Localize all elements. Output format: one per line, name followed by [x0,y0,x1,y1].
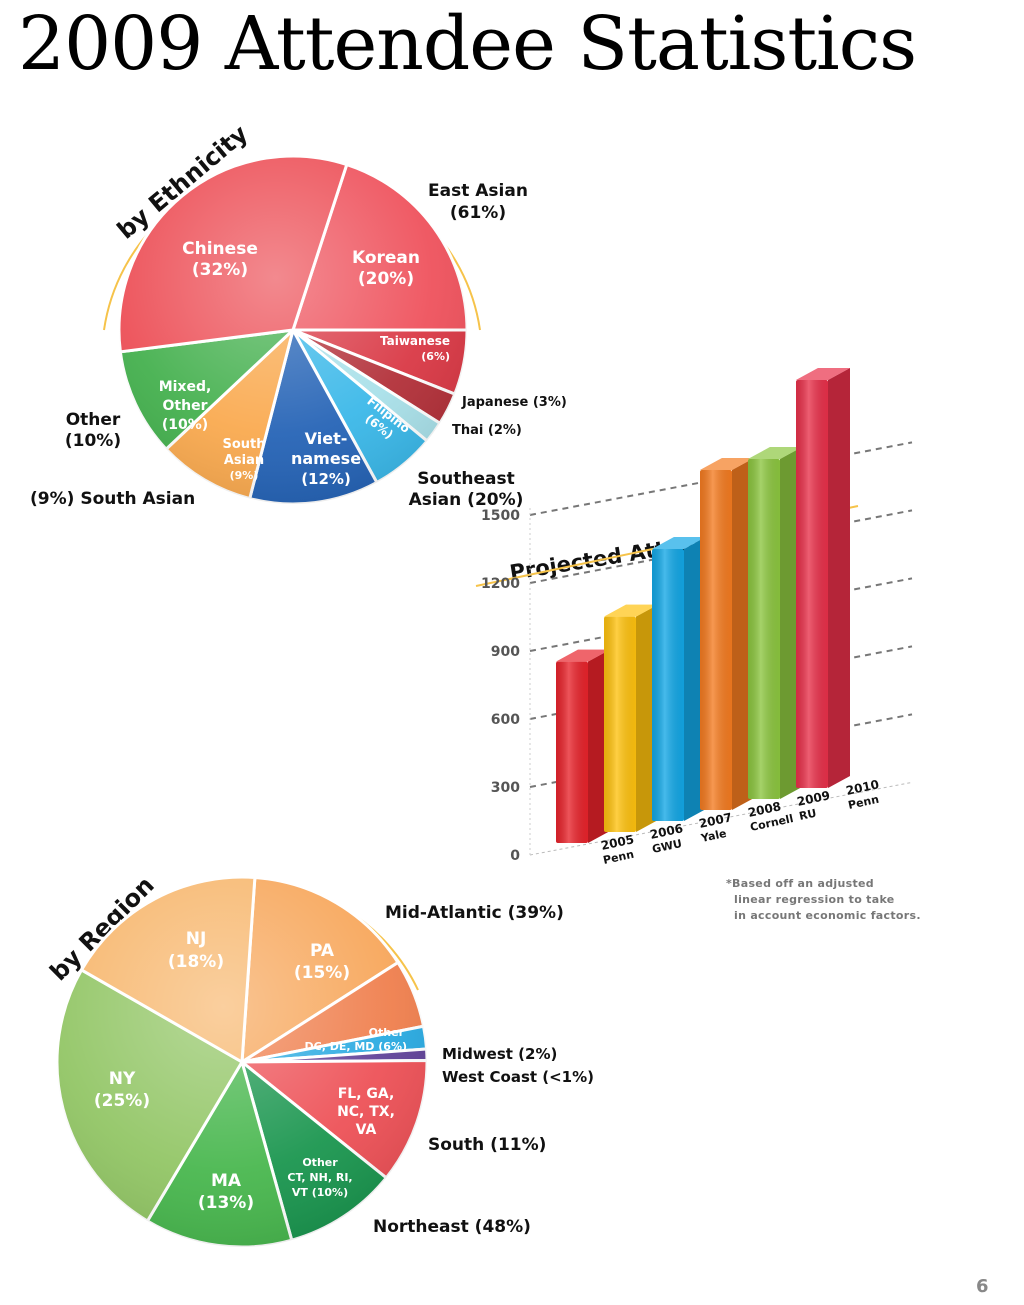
slice-label-south-asian-2: Asian [224,453,264,468]
slice-label-south-asian-1: South [222,437,265,452]
bar-2009 [748,447,802,799]
page-title: 2009 Attendee Statistics [18,1,917,87]
x-label-2008: 2008 [747,799,783,820]
region-pie [55,875,429,1249]
group-label-south-asian: (9%) South Asian [30,489,195,509]
slice-pct-korean: (20%) [358,269,414,289]
bar-2007 [652,537,706,821]
group-label-other: Other [66,410,121,430]
ethnicity-chart: by Ethnicity Chinese (32%) Korean (20%) … [30,119,567,510]
slice-label-pa: PA [310,941,335,961]
bar-2006 [604,604,658,832]
x-label-2009: 2009 [796,788,832,809]
slice-label-other-ne-3: VT (10%) [292,1186,348,1199]
x-sublabel-2010: Penn [847,793,880,812]
slice-label-mixed-1: Mixed, [159,379,212,395]
y-tick-900: 900 [491,644,520,660]
slice-label-korean: Korean [352,248,420,268]
y-tick-1500: 1500 [481,508,520,524]
region-chart: by Region NJ (18%) PA (15%) Other DC, DE… [44,871,594,1249]
slice-pct-south-asian: (9%) [230,469,259,482]
outer-label-japanese: Japanese (3%) [461,395,567,410]
x-label-2010: 2010 [845,777,881,798]
slice-pct-taiwanese: (6%) [421,350,450,363]
bar-top-2007 [652,537,706,549]
bar-2005 [556,649,610,843]
slice-pct-chinese: (32%) [192,260,248,280]
slice-label-mixed-2: Other [163,398,208,414]
group-label-south: South (11%) [428,1135,546,1155]
page-number: 6 [976,1276,989,1297]
group-label-southeast-asian: Southeast [417,469,515,489]
x-sublabel-2007: Yale [699,827,728,845]
footnote-line-2: linear regression to take [734,893,895,906]
group-pct-southeast-asian: Asian (20%) [409,490,524,510]
slice-sublabel-other-midatlantic: DC, DE, MD (6%) [304,1040,407,1053]
slice-pct-nj: (18%) [168,952,224,972]
x-label-2006: 2006 [649,821,685,842]
outer-label-thai: Thai (2%) [452,423,522,438]
bar-2010 [796,368,850,788]
x-sublabel-2009: RU [798,807,818,823]
bar-y-axis: 0 300 600 900 1200 1500 [481,508,520,864]
group-label-mid-atlantic: Mid-Atlantic (39%) [385,903,564,923]
y-tick-600: 600 [491,712,520,728]
slice-label-other-ne-1: Other [302,1156,338,1169]
slice-pct-pa: (15%) [294,963,350,983]
bar-top-2008 [700,458,754,470]
slice-label-ny: NY [109,1069,136,1089]
bar-top-2010 [796,368,850,380]
y-tick-300: 300 [491,780,520,796]
bar-series [556,368,850,843]
slice-label-taiwanese: Taiwanese [380,334,450,348]
slice-label-ma: MA [211,1171,242,1191]
y-tick-0: 0 [510,848,520,864]
slice-label-chinese: Chinese [182,239,258,259]
footnote-line-1: *Based off an adjusted [726,877,874,890]
group-pct-east-asian: (61%) [450,203,506,223]
slice-label-nj: NJ [186,929,207,949]
slice-label-south-1: FL, GA, [338,1086,395,1102]
slice-label-south-3: VA [356,1122,377,1138]
bar-top-2005 [556,649,610,662]
group-label-northeast: Northeast (48%) [373,1217,531,1237]
y-tick-1200: 1200 [481,576,520,592]
group-label-west-coast: West Coast (<1%) [442,1068,594,1086]
footnote-line-3: in account economic factors. [734,909,921,922]
bar-2008 [700,458,754,810]
slice-label-vietnamese-1: Viet- [305,429,348,448]
gridline-0 [529,781,913,856]
group-label-midwest: Midwest (2%) [442,1045,557,1063]
slice-label-other-midatlantic: Other [369,1026,405,1039]
slice-pct-ny: (25%) [94,1091,150,1111]
slice-label-vietnamese-2: namese [291,449,361,468]
group-label-east-asian: East Asian [428,181,528,201]
slice-label-other-ne-2: CT, NH, RI, [287,1171,352,1184]
bar-side-2010 [828,368,850,788]
slice-pct-mixed: (10%) [162,417,208,433]
bar-x-axis: 2005Penn2006GWU2007Yale2008Cornell2009RU… [600,777,881,867]
bar-top-2006 [604,604,658,617]
x-sublabel-2006: GWU [651,837,683,856]
projected-attendees-chart: Projected Attendees* 030060090012001500 … [475,368,921,922]
group-pct-other: (10%) [65,431,121,451]
bar-top-2009 [748,447,802,459]
slice-label-south-2: NC, TX, [337,1104,395,1120]
x-sublabel-2005: Penn [602,848,635,867]
x-label-2007: 2007 [698,810,734,831]
slice-pct-ma: (13%) [198,1193,254,1213]
x-label-2005: 2005 [600,832,636,853]
slice-pct-vietnamese: (12%) [301,470,351,488]
